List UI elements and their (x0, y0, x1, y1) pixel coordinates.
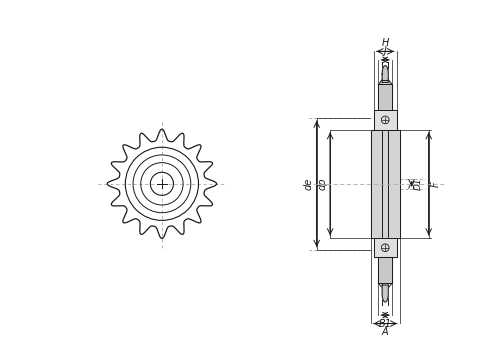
Text: D1: D1 (414, 178, 423, 190)
Polygon shape (382, 285, 388, 302)
Text: J: J (384, 46, 386, 56)
Polygon shape (378, 84, 392, 110)
Polygon shape (382, 66, 388, 83)
Text: H: H (382, 37, 389, 48)
Text: F: F (430, 181, 440, 187)
Polygon shape (370, 130, 400, 238)
Text: dp: dp (318, 178, 328, 190)
Polygon shape (382, 62, 388, 305)
Text: B1: B1 (378, 319, 392, 329)
Polygon shape (378, 80, 382, 84)
Polygon shape (374, 238, 397, 257)
Polygon shape (374, 110, 397, 130)
Text: de: de (304, 178, 314, 190)
Polygon shape (388, 80, 392, 84)
Text: A: A (382, 327, 388, 337)
Polygon shape (378, 257, 392, 283)
